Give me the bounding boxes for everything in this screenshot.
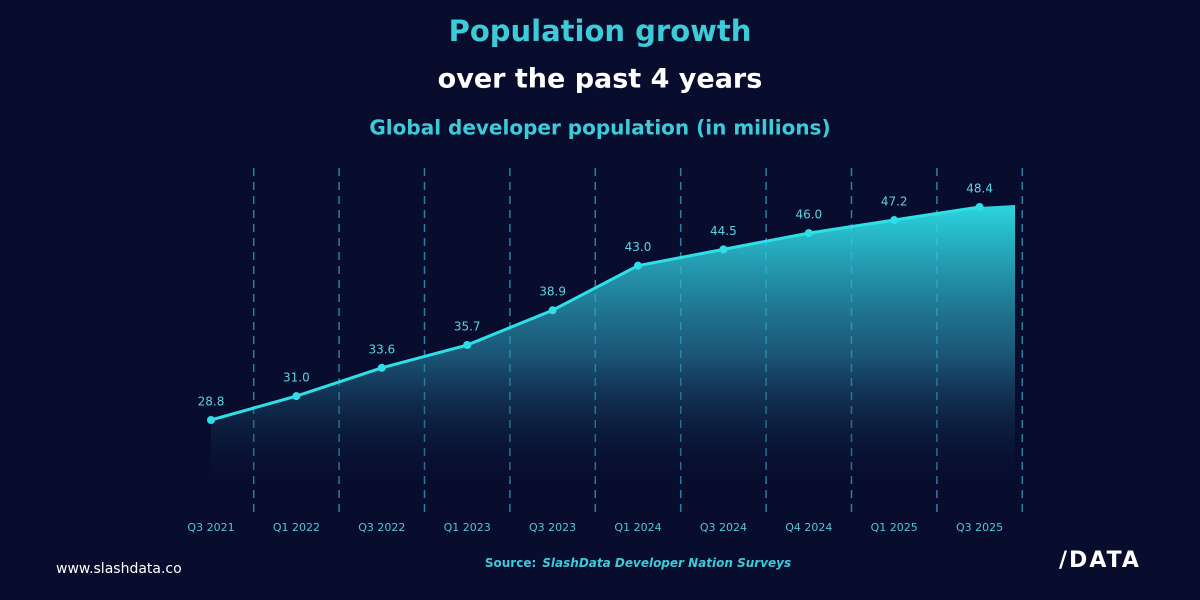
x-tick-label: Q3 2025 (956, 521, 1003, 534)
x-tick-label: Q3 2024 (700, 521, 747, 534)
point (719, 245, 728, 254)
point (207, 416, 215, 424)
subtitle: over the past 4 years (438, 64, 763, 95)
point (377, 363, 386, 372)
source-line: Source: SlashData Developer Nation Survey… (485, 556, 791, 570)
value-label: 43.0 (625, 240, 652, 254)
website: www.slashdata.co (56, 561, 182, 577)
value-label: 46.0 (795, 208, 822, 222)
point (804, 229, 813, 238)
value-label: 38.9 (539, 285, 566, 299)
source: SlashData Developer Nation Surveys (542, 556, 791, 570)
x-tick-label: Q3 2022 (358, 521, 405, 534)
point (463, 341, 472, 350)
x-tick-label: Q1 2023 (444, 521, 491, 534)
value-label: 28.8 (198, 395, 225, 409)
area-fill (211, 205, 1015, 480)
x-tick-label: Q1 2024 (614, 521, 661, 534)
source-label: Source: (485, 556, 536, 570)
logo: /DATA (1059, 548, 1141, 573)
value-label: 35.7 (454, 320, 481, 334)
title: Population growth (449, 14, 752, 48)
point (292, 392, 301, 401)
line (210, 205, 980, 422)
x-tick-label: Q4 2024 (785, 521, 832, 534)
point (548, 306, 557, 315)
plot: 28.8 Q3 2021 31.0 Q1 2022 33.6 Q3 2022 35.7 Q1 … (187, 168, 1024, 534)
value-label: 47.2 (881, 195, 908, 209)
point (890, 216, 899, 225)
x-tick-label: Q1 2025 (871, 521, 918, 534)
value-label: 44.5 (710, 224, 737, 238)
value-label: 33.6 (368, 342, 395, 356)
point (975, 203, 984, 211)
x-tick-label: Q3 2023 (529, 521, 576, 534)
value-label: 31.0 (283, 371, 310, 385)
x-tick-label: Q1 2022 (273, 521, 320, 534)
x-tick-label: Q3 2021 (187, 521, 234, 534)
value-label: 48.4 (966, 182, 993, 196)
point (634, 261, 642, 270)
chart-title: Global developer population (in millions… (369, 116, 830, 140)
